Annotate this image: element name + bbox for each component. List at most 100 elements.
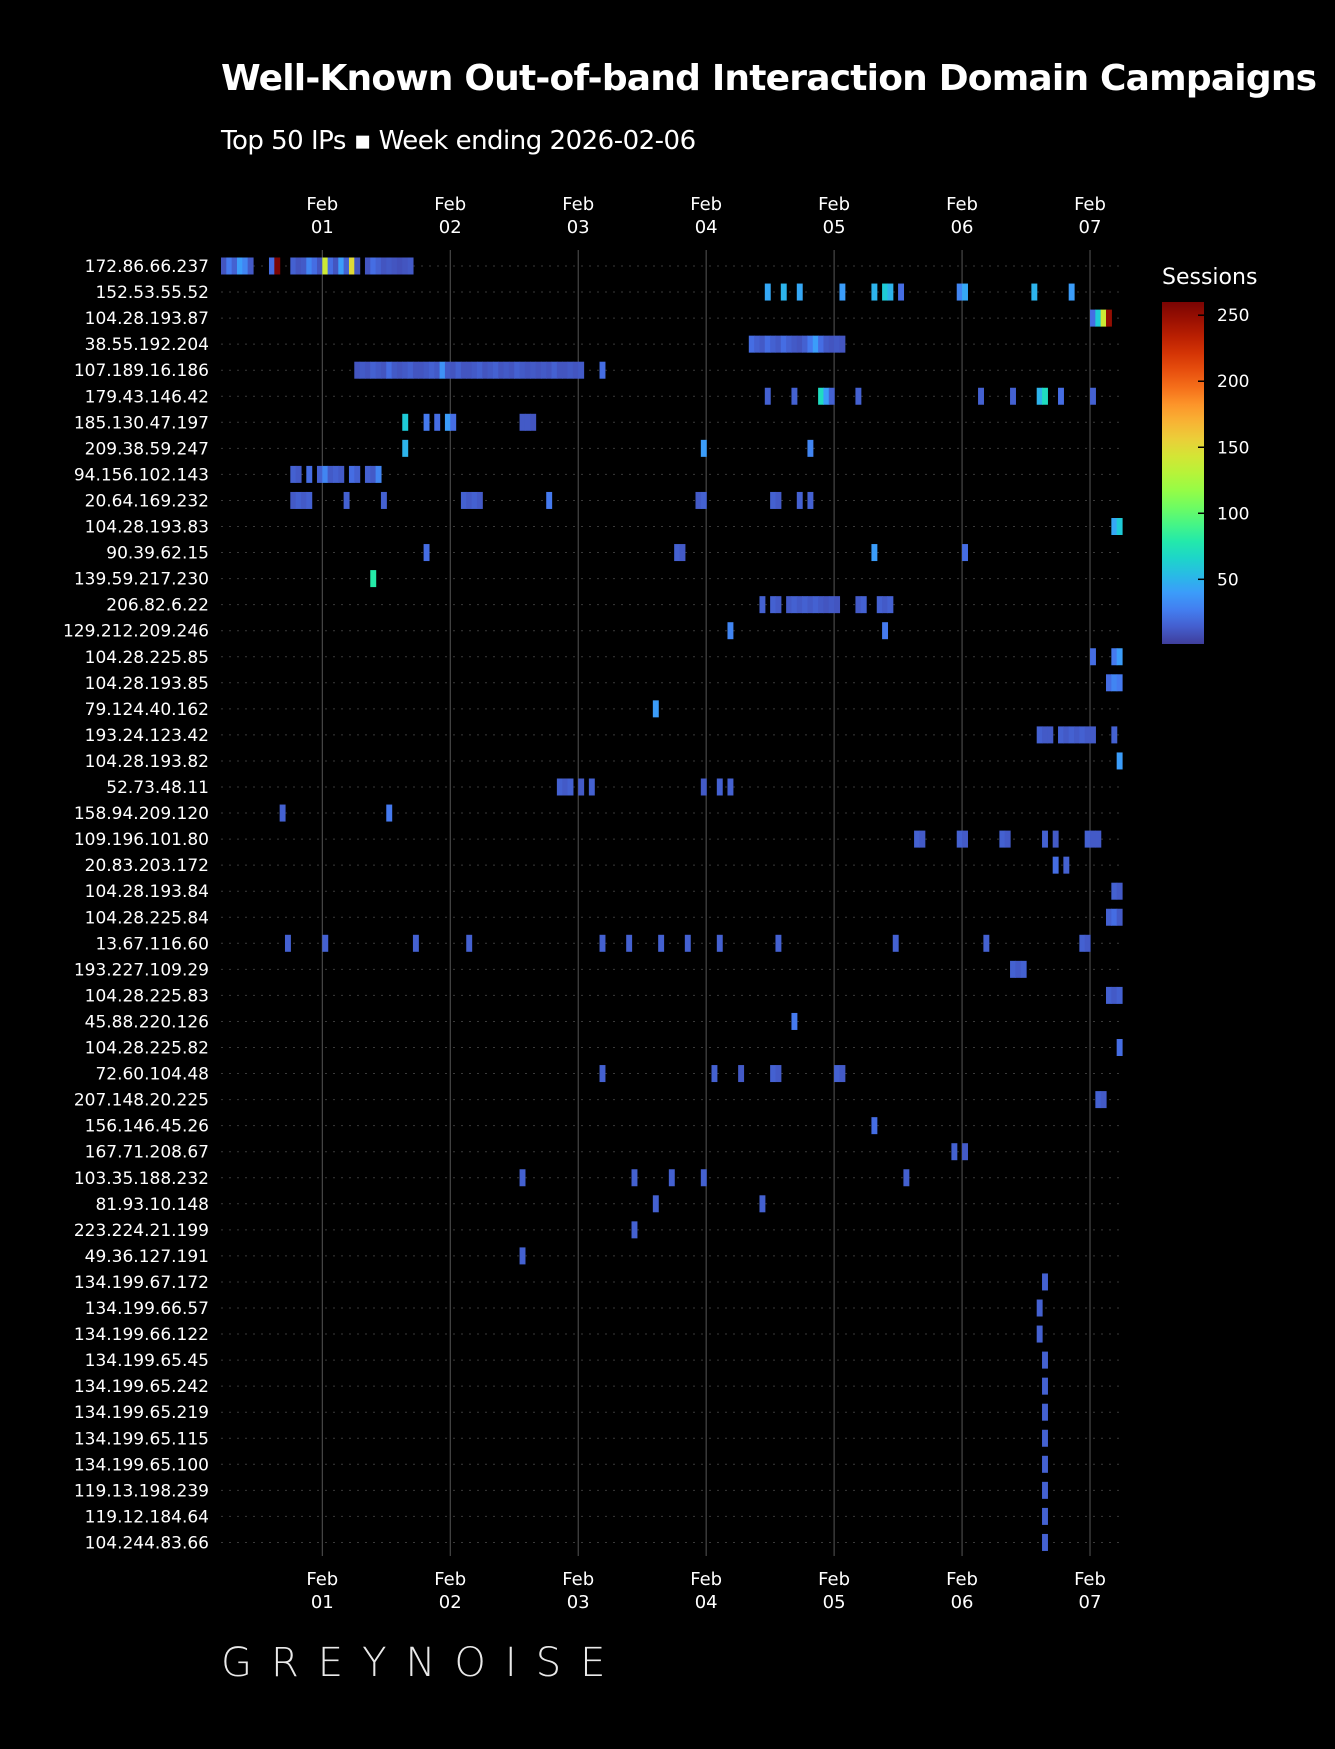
heatmap-cell[interactable] [679, 544, 686, 562]
heatmap-cell[interactable] [770, 1065, 777, 1083]
heatmap-cell[interactable] [914, 830, 921, 848]
heatmap-cell[interactable] [295, 257, 302, 275]
heatmap-cell[interactable] [519, 413, 526, 431]
heatmap-cell[interactable] [684, 934, 691, 952]
heatmap-cell[interactable] [1042, 1507, 1048, 1525]
heatmap-cell[interactable] [338, 465, 345, 483]
heatmap-cell[interactable] [1090, 387, 1096, 405]
heatmap-cell[interactable] [754, 335, 761, 353]
heatmap-cell[interactable] [978, 387, 984, 405]
heatmap-cell[interactable] [1042, 1481, 1048, 1499]
heatmap-cell[interactable] [375, 257, 382, 275]
heatmap-cell[interactable] [599, 1065, 606, 1083]
heatmap-cell[interactable] [839, 335, 846, 353]
heatmap-cell[interactable] [839, 1065, 846, 1083]
heatmap-cell[interactable] [412, 361, 419, 379]
heatmap-cell[interactable] [962, 1143, 968, 1161]
heatmap-cell[interactable] [855, 596, 862, 614]
heatmap-cell[interactable] [402, 257, 409, 275]
heatmap-cell[interactable] [279, 804, 286, 822]
heatmap-cell[interactable] [839, 283, 846, 301]
heatmap-cell[interactable] [364, 465, 371, 483]
heatmap-cell[interactable] [1063, 726, 1070, 744]
heatmap-cell[interactable] [519, 361, 526, 379]
heatmap-cell[interactable] [626, 934, 633, 952]
heatmap-cell[interactable] [530, 413, 537, 431]
heatmap-cell[interactable] [476, 361, 483, 379]
heatmap-cell[interactable] [498, 361, 505, 379]
heatmap-cell[interactable] [1111, 518, 1118, 535]
heatmap-cell[interactable] [1042, 1403, 1048, 1421]
heatmap-cell[interactable] [764, 283, 771, 301]
heatmap-cell[interactable] [423, 361, 430, 379]
heatmap-cell[interactable] [1084, 934, 1091, 952]
heatmap-cell[interactable] [556, 778, 563, 796]
heatmap-cell[interactable] [434, 361, 441, 379]
heatmap-cell[interactable] [1042, 1533, 1048, 1551]
heatmap-cell[interactable] [887, 283, 894, 301]
heatmap-cell[interactable] [812, 596, 819, 614]
heatmap-cell[interactable] [1058, 387, 1064, 405]
heatmap-cell[interactable] [1111, 908, 1118, 926]
heatmap-cell[interactable] [828, 335, 835, 353]
heatmap-cell[interactable] [439, 361, 446, 379]
heatmap-cell[interactable] [882, 596, 889, 614]
heatmap-cell[interactable] [1042, 1377, 1048, 1395]
heatmap-cell[interactable] [354, 257, 361, 275]
heatmap-cell[interactable] [1100, 1091, 1107, 1109]
heatmap-cell[interactable] [834, 335, 841, 353]
heatmap-cell[interactable] [780, 283, 787, 301]
heatmap-cell[interactable] [823, 335, 830, 353]
heatmap-cell[interactable] [796, 491, 803, 509]
heatmap-cell[interactable] [466, 491, 473, 509]
heatmap-cell[interactable] [1111, 986, 1118, 1004]
heatmap-cell[interactable] [327, 257, 334, 275]
heatmap-cell[interactable] [316, 257, 323, 275]
heatmap-cell[interactable] [1116, 518, 1123, 535]
heatmap-cell[interactable] [402, 361, 409, 379]
heatmap-cell[interactable] [1036, 726, 1043, 744]
heatmap-cell[interactable] [1106, 986, 1112, 1004]
heatmap-cell[interactable] [748, 335, 755, 353]
heatmap-cell[interactable] [1042, 1429, 1048, 1447]
heatmap-cell[interactable] [380, 491, 387, 509]
heatmap-cell[interactable] [962, 544, 968, 562]
heatmap-cell[interactable] [695, 491, 702, 509]
heatmap-cell[interactable] [524, 361, 531, 379]
heatmap-cell[interactable] [359, 361, 366, 379]
heatmap-cell[interactable] [295, 465, 302, 483]
heatmap-cell[interactable] [471, 491, 478, 509]
heatmap-cell[interactable] [652, 700, 659, 718]
heatmap-cell[interactable] [738, 1065, 745, 1083]
heatmap-cell[interactable] [882, 622, 889, 640]
heatmap-cell[interactable] [828, 596, 835, 614]
heatmap-cell[interactable] [290, 257, 297, 275]
heatmap-cell[interactable] [284, 934, 291, 952]
heatmap-cell[interactable] [796, 596, 803, 614]
heatmap-cell[interactable] [1111, 726, 1118, 744]
heatmap-cell[interactable] [1106, 309, 1112, 327]
heatmap-cell[interactable] [466, 934, 473, 952]
heatmap-cell[interactable] [1010, 387, 1016, 405]
heatmap-cell[interactable] [1036, 1299, 1043, 1317]
heatmap-cell[interactable] [322, 465, 329, 483]
heatmap-cell[interactable] [306, 465, 313, 483]
heatmap-cell[interactable] [700, 1169, 707, 1187]
heatmap-cell[interactable] [860, 596, 867, 614]
heatmap-cell[interactable] [1084, 830, 1091, 848]
heatmap-cell[interactable] [871, 1117, 878, 1135]
heatmap-cell[interactable] [221, 257, 227, 275]
heatmap-cell[interactable] [364, 257, 371, 275]
heatmap-cell[interactable] [316, 465, 323, 483]
heatmap-cell[interactable] [1116, 1039, 1123, 1056]
heatmap-cell[interactable] [332, 465, 339, 483]
heatmap-cell[interactable] [780, 335, 787, 353]
heatmap-cell[interactable] [343, 257, 350, 275]
heatmap-cell[interactable] [332, 257, 339, 275]
heatmap-cell[interactable] [652, 1195, 659, 1213]
heatmap-cell[interactable] [898, 283, 905, 301]
heatmap-cell[interactable] [700, 491, 707, 509]
heatmap-cell[interactable] [956, 830, 963, 848]
heatmap-cell[interactable] [1036, 1325, 1043, 1343]
heatmap-cell[interactable] [1052, 830, 1059, 848]
